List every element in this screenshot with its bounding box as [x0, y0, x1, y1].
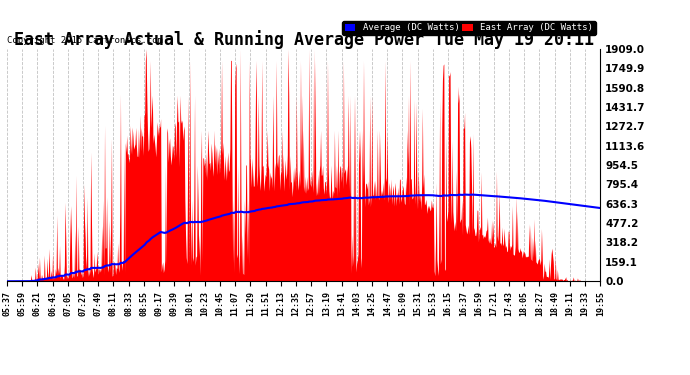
Legend: Average (DC Watts), East Array (DC Watts): Average (DC Watts), East Array (DC Watts… — [342, 21, 595, 35]
Text: Copyright 2015 Cartronics.com: Copyright 2015 Cartronics.com — [7, 36, 163, 45]
Title: East Array Actual & Running Average Power Tue May 19 20:11: East Array Actual & Running Average Powe… — [14, 30, 593, 49]
